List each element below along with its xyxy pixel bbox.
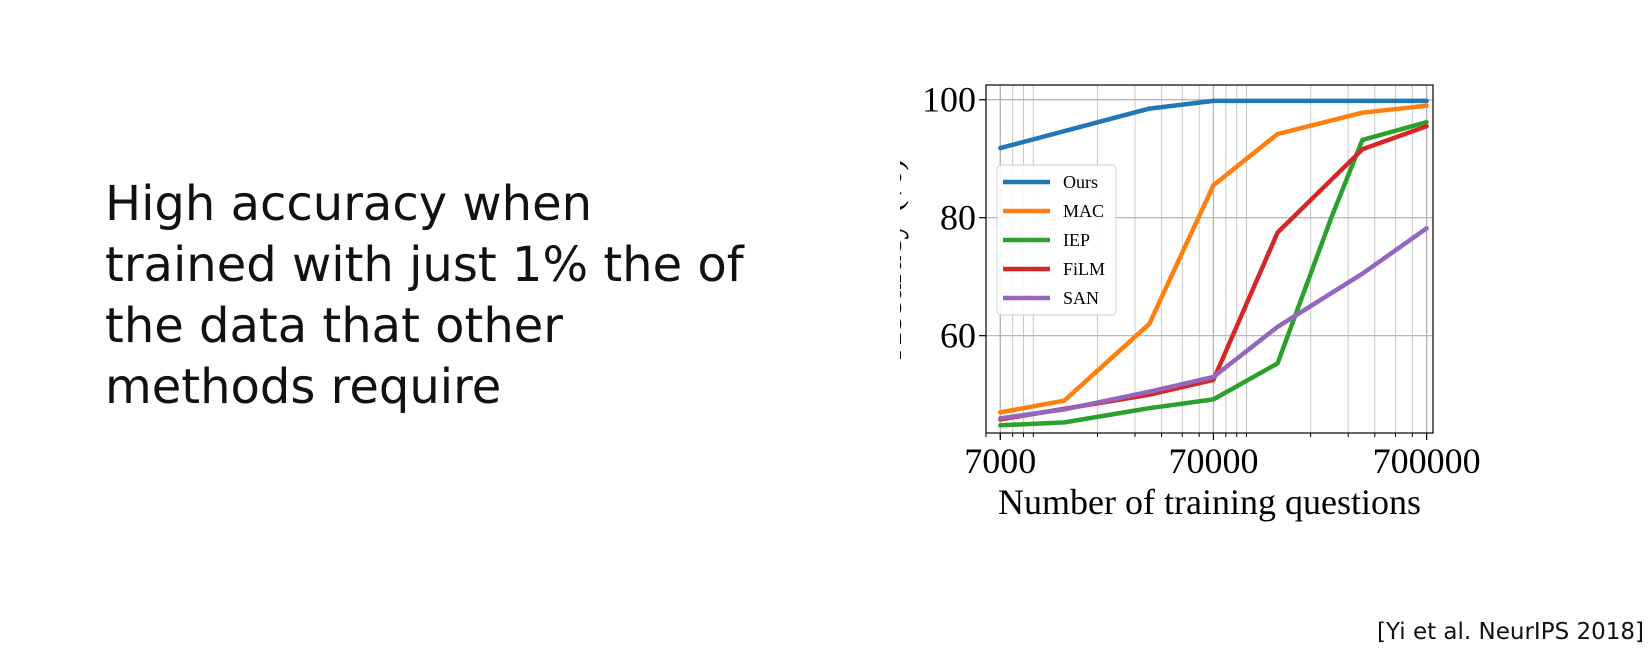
plot-frame <box>985 84 1434 434</box>
y-tick-label: 60 <box>940 316 976 356</box>
x-tick-label: 70000 <box>1168 441 1258 481</box>
accuracy-line-chart: 7000 70000 700000 60 80 100 Ours MAC IEP FiLM SAN… <box>900 80 1481 522</box>
series-lines <box>998 98 1429 428</box>
series-line-mac <box>998 103 1429 415</box>
x-tick-label: 7000 <box>964 441 1036 481</box>
x-tick-label: 700000 <box>1373 441 1481 481</box>
legend-label-san: SAN <box>1063 288 1099 308</box>
legend-label-mac: MAC <box>1063 201 1104 221</box>
legend: Ours MAC IEP FiLM SAN <box>996 164 1117 316</box>
legend-label-ours: Ours <box>1063 172 1098 192</box>
y-tick-label: 80 <box>940 198 976 238</box>
legend-box <box>996 164 1117 316</box>
y-tick-label: 100 <box>922 80 976 120</box>
series-line-san <box>998 226 1429 421</box>
legend-label-iep: IEP <box>1063 230 1090 250</box>
x-axis-label: Number of training questions <box>998 482 1421 522</box>
citation: [Yi et al. NeurIPS 2018] <box>1377 619 1644 645</box>
axis-ticks: 7000 70000 700000 60 80 100 <box>922 80 1481 481</box>
series-line-ours <box>998 98 1429 151</box>
legend-label-film: FiLM <box>1063 259 1105 279</box>
y-axis-label: Accuracy (%) <box>900 159 909 360</box>
slide-heading: High accuracy when trained with just 1% … <box>105 176 744 415</box>
